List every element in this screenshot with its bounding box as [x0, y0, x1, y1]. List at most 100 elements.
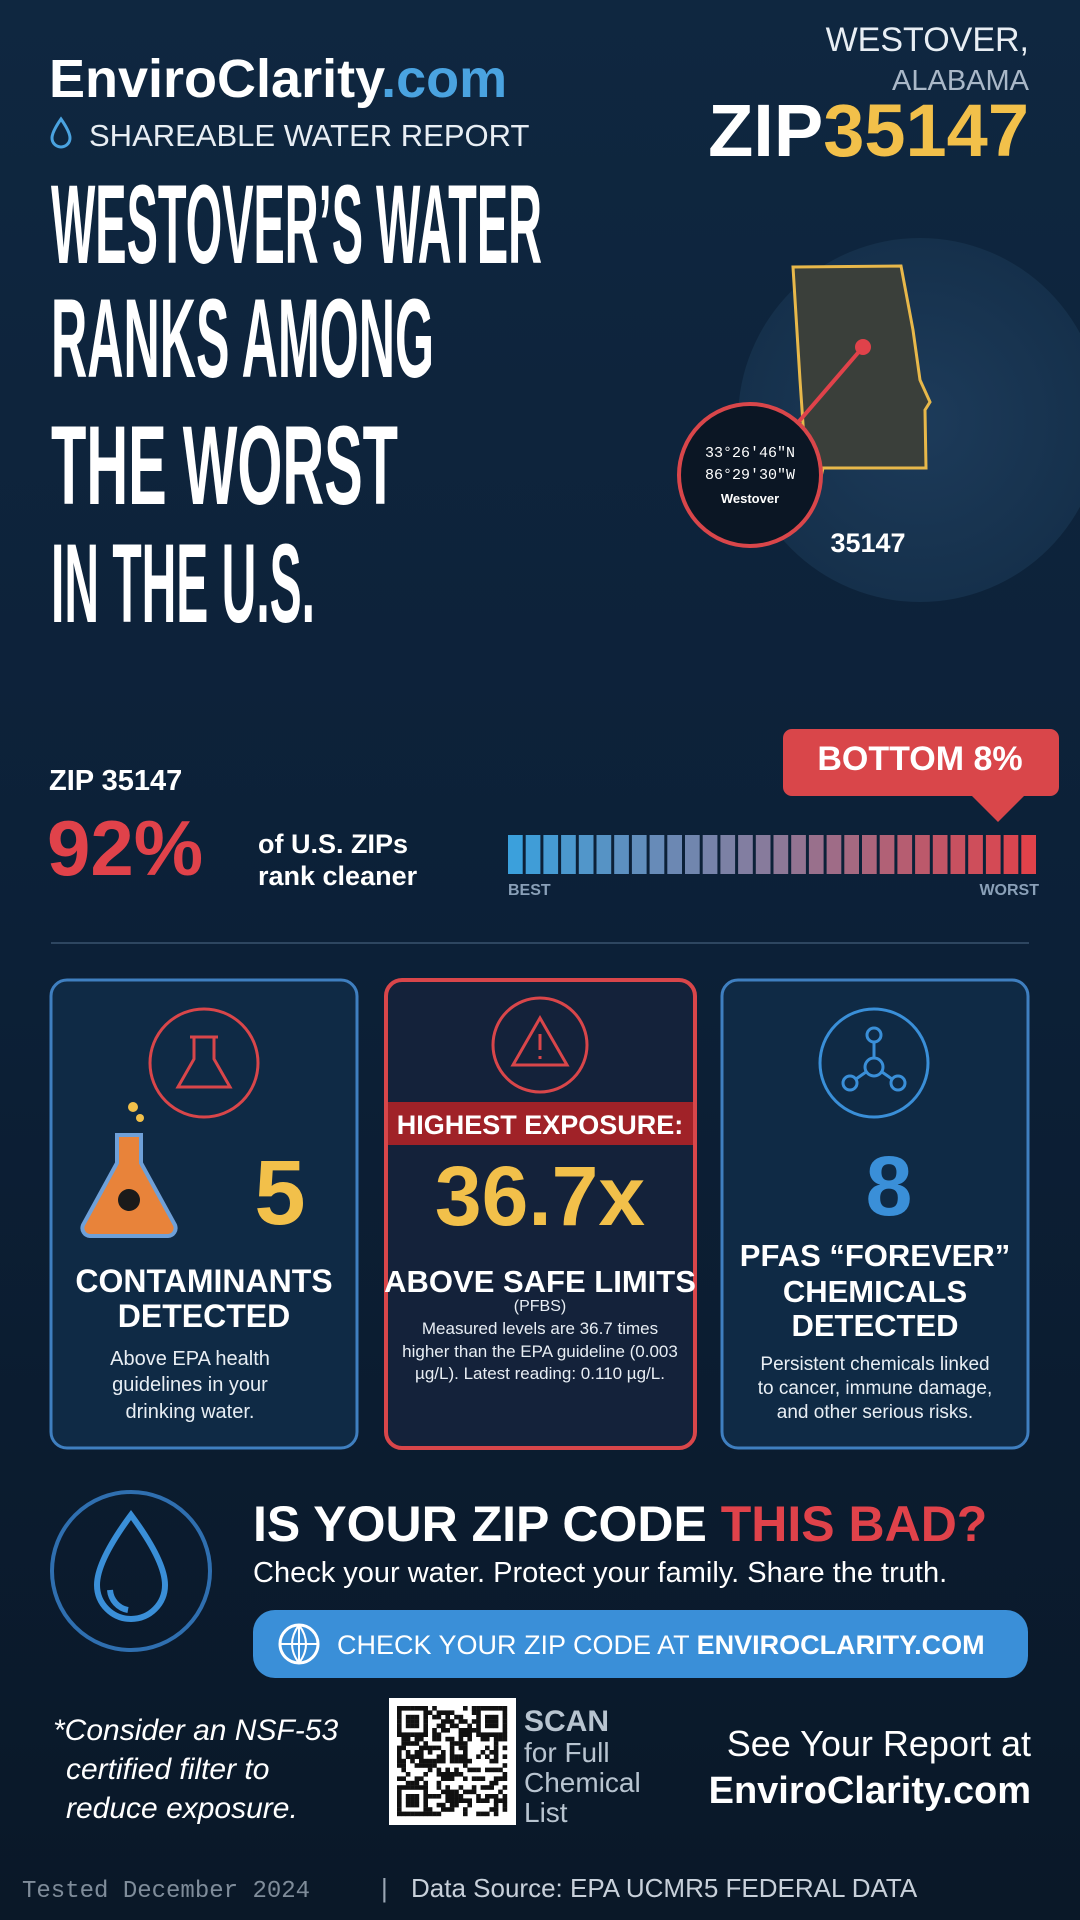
- qr-module: [419, 1732, 424, 1737]
- rank-text: of U.S. ZIPs: [258, 829, 408, 859]
- scale-segment: [897, 835, 913, 874]
- skull: [118, 1189, 140, 1211]
- qr-module: [449, 1807, 455, 1812]
- qr-module: [397, 1763, 402, 1768]
- qr-module: [502, 1714, 508, 1720]
- qr-module: [397, 1750, 402, 1755]
- qr-module: [410, 1723, 415, 1729]
- scale-segment: [649, 835, 665, 874]
- qr-module: [401, 1741, 406, 1746]
- qr-module: [401, 1732, 406, 1737]
- qr-module: [449, 1719, 455, 1724]
- qr-module: [410, 1706, 415, 1711]
- qr-module: [476, 1794, 481, 1799]
- qr-module: [414, 1798, 420, 1803]
- qr-module: [397, 1798, 402, 1803]
- qr-module: [436, 1758, 442, 1764]
- qr-module: [445, 1772, 450, 1777]
- qr-module: [467, 1758, 472, 1764]
- qr-module: [463, 1728, 468, 1733]
- qr-module: [471, 1710, 477, 1715]
- qr-module: [463, 1807, 468, 1812]
- card-description: Above EPA health: [110, 1348, 270, 1370]
- note: reduce exposure.: [66, 1792, 298, 1825]
- qr-module: [397, 1728, 402, 1733]
- qr-module: [480, 1785, 486, 1790]
- qr-module: [401, 1763, 406, 1768]
- qr-module: [405, 1780, 411, 1786]
- qr-module: [449, 1710, 455, 1715]
- card: 5 CONTAMINANTS DETECTED Above EPA health…: [49, 978, 359, 1450]
- qr-module: [405, 1750, 411, 1755]
- qr-module: [502, 1710, 508, 1715]
- card-description: Persistent chemicals linked: [760, 1354, 989, 1375]
- button-text[interactable]: CHECK YOUR ZIP CODE AT ENVIROCLARITY.COM: [337, 1630, 985, 1660]
- subtitle: SHAREABLE WATER REPORT: [89, 118, 529, 153]
- report-site: EnviroClarity.com: [709, 1770, 1031, 1812]
- qr-module: [485, 1794, 490, 1799]
- qr-module: [463, 1706, 468, 1711]
- qr-module: [410, 1802, 415, 1808]
- qr-module: [463, 1811, 468, 1817]
- qr-module: [432, 1758, 437, 1764]
- scale-segment: [720, 835, 736, 874]
- qr-module: [405, 1794, 411, 1799]
- qr-module: [441, 1758, 446, 1764]
- qr-module: [432, 1736, 437, 1742]
- qr-module: [476, 1728, 481, 1733]
- qr-module: [414, 1780, 420, 1786]
- card-title: PFAS “FOREVER”: [740, 1238, 1010, 1273]
- qr-module: [432, 1745, 437, 1751]
- qr-module: [397, 1758, 402, 1764]
- scale-segment: [596, 835, 612, 874]
- qr-module: [423, 1745, 428, 1751]
- qr-module: [410, 1794, 415, 1799]
- qr-module: [485, 1706, 490, 1711]
- latitude: 33°26′46″N: [705, 445, 795, 462]
- qr-module: [414, 1811, 420, 1817]
- button-bg[interactable]: [253, 1610, 1028, 1678]
- qr-module: [502, 1785, 508, 1790]
- qr-module: [485, 1811, 490, 1817]
- qr-module: [414, 1750, 420, 1755]
- city: WESTOVER,: [826, 21, 1029, 59]
- qr-module: [397, 1807, 402, 1812]
- qr-module: [493, 1706, 499, 1711]
- qr-module: [498, 1736, 503, 1742]
- qr-module: [419, 1763, 424, 1768]
- scale-segment: [844, 835, 859, 874]
- qr-module: [441, 1772, 446, 1777]
- qr-module: [436, 1736, 442, 1742]
- card-title: CHEMICALS: [783, 1274, 967, 1309]
- qr-module: [405, 1714, 411, 1720]
- cta-tagline: Check your water. Protect your family. S…: [253, 1557, 947, 1589]
- qr-module: [476, 1714, 481, 1720]
- drop-circle: [50, 1490, 212, 1652]
- qr-module: [454, 1758, 459, 1764]
- qr-module: [458, 1754, 464, 1759]
- scale-segment: [950, 835, 966, 874]
- qr-module: [449, 1754, 455, 1759]
- qr-module: [485, 1798, 490, 1803]
- qr-module: [454, 1754, 459, 1759]
- qr-module: [449, 1741, 455, 1746]
- banner-text: HIGHEST EXPOSURE:: [397, 1110, 684, 1140]
- scale-right: WORST: [979, 882, 1039, 899]
- scale-segment: [862, 835, 877, 874]
- qr-module: [467, 1736, 472, 1742]
- qr-module: [423, 1807, 428, 1812]
- scale-segment: [932, 835, 948, 874]
- qr-module: [432, 1732, 437, 1737]
- qr-module: [480, 1706, 486, 1711]
- cta-button[interactable]: CHECK YOUR ZIP CODE AT ENVIROCLARITY.COM: [253, 1610, 1028, 1678]
- qr-module: [489, 1719, 494, 1724]
- headline-line: RANKS AMONG: [51, 276, 434, 401]
- warning-shape: [510, 1014, 570, 1067]
- qr-module: [449, 1723, 455, 1729]
- source: Data Source: EPA UCMR5 FEDERAL DATA: [411, 1873, 918, 1903]
- qr-module: [397, 1719, 402, 1724]
- qr-module: [458, 1758, 464, 1764]
- qr-module: [493, 1754, 499, 1759]
- qr-module: [458, 1745, 464, 1751]
- qr-module: [463, 1745, 468, 1751]
